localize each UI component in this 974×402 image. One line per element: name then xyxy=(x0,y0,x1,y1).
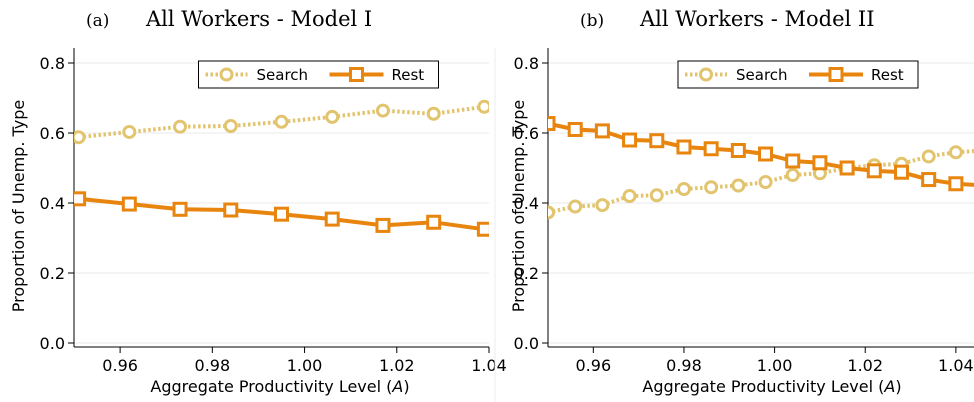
panel-a-rest-point xyxy=(223,202,239,218)
panel-a-plot: 0.0 0.2 0.4 0.6 0.8 0.96 0.98 1.00 1.02 1.04 Searc… xyxy=(40,48,507,375)
panel-a-xtick-label: 1.00 xyxy=(287,356,323,375)
panel-b-search-point xyxy=(731,178,746,193)
panel-b-search-point xyxy=(676,182,691,196)
panel-a-legend-box xyxy=(198,60,439,89)
panel-b-title: All Workers - Model II xyxy=(639,7,875,31)
panel-b-series-layer xyxy=(548,116,974,220)
panel-a-title: All Workers - Model I xyxy=(145,7,372,31)
panel-b-legend-search-swatch-marker xyxy=(699,67,713,82)
panel-a-search-point xyxy=(274,114,289,129)
panel-b-search-point xyxy=(948,145,963,160)
panel-b-rest-point xyxy=(567,122,583,137)
panel-b-ytick-label: 0.2 xyxy=(514,264,539,283)
panel-a-xtick-label: 0.98 xyxy=(195,356,231,375)
panel-b-search-point xyxy=(548,205,555,220)
panel-b-search-point xyxy=(704,180,719,195)
panel-b-xtick-label: 0.96 xyxy=(576,356,612,375)
panel-a-rest-point xyxy=(74,191,87,207)
panel-a-search-point xyxy=(325,109,340,124)
panel-b-rest-point xyxy=(548,116,556,132)
panel-b-rest-point xyxy=(703,141,719,157)
panel-a-ytick-label: 0.6 xyxy=(40,124,65,143)
panel-b-rest-point xyxy=(921,172,937,188)
panel-b-rest-point xyxy=(866,163,882,179)
panel-b-rest-point xyxy=(649,133,665,149)
panel-b-xtick-label: 1.04 xyxy=(938,356,974,375)
panel-b-rest-point xyxy=(812,155,828,171)
panel-a-rest-point xyxy=(476,221,489,237)
panel-a: (a) All Workers - Model I 0.00.20.40.60.… xyxy=(9,7,507,396)
panel-b-ylabel: Proportion of Unemp. Type xyxy=(509,100,528,313)
panel-b-ytick-label: 0.0 xyxy=(514,334,539,353)
panel-b-rest-point xyxy=(730,143,746,158)
panel-a-rest-point xyxy=(324,211,340,227)
panel-b-xlabel: Aggregate Productivity Level (A) xyxy=(642,377,901,396)
panel-b-search-point xyxy=(758,175,773,189)
panel-b-search-point xyxy=(568,199,583,214)
panel-a-legend-search-label: Search xyxy=(257,66,309,84)
panel-b-rest-point xyxy=(785,153,801,169)
panel-a-legend-rest-swatch-marker xyxy=(349,67,364,82)
panel-a-legend-search-swatch-marker xyxy=(219,67,234,82)
panel-b-search-point xyxy=(595,198,610,213)
panel-a-rest-point xyxy=(426,214,442,230)
panel-b-rest-point xyxy=(839,160,855,176)
panel-b: (b) All Workers - Model II 0.00.20.40.60… xyxy=(509,7,974,396)
panel-b-rest-point xyxy=(622,132,638,148)
panel-a-rest-point xyxy=(121,196,137,212)
panel-b-legend-rest-label: Rest xyxy=(871,66,904,84)
panel-b-tag: (b) xyxy=(580,11,604,31)
panel-b-search-point xyxy=(649,188,664,203)
panel-b-rest-point xyxy=(758,146,774,162)
panel-a-xlabel-end: ) xyxy=(403,377,409,396)
panel-b-search-point xyxy=(921,149,936,164)
panel-b-xlabel-var: A xyxy=(883,377,895,396)
panel-b-plot: 0.0 0.2 0.4 0.6 0.8 0.96 0.98 1.00 1.02 1.04 Searc… xyxy=(514,48,974,375)
panel-a-ytick-label: 0.8 xyxy=(40,54,65,73)
panel-b-ytick-label: 0.4 xyxy=(514,194,539,213)
panel-b-xtick-label: 1.02 xyxy=(847,356,883,375)
panel-a-rest-point xyxy=(375,217,391,233)
panel-a-search-point xyxy=(375,103,390,118)
panel-b-xtick-label: 0.98 xyxy=(666,356,702,375)
panel-a-search-point xyxy=(173,119,188,134)
panel-b-legend-rest-swatch-marker xyxy=(828,67,844,82)
panel-a-ylabel: Proportion of Unemp. Type xyxy=(9,100,28,313)
panel-b-xtick-label: 1.00 xyxy=(757,356,793,375)
panel-a-search-point xyxy=(74,130,86,145)
panel-a-search-point xyxy=(223,119,238,133)
panel-a-ytick-label: 0.2 xyxy=(40,264,65,283)
panel-a-legend: Search Rest xyxy=(198,60,439,89)
panel-a-xlabel-text: Aggregate Productivity Level ( xyxy=(150,377,392,396)
panel-a-search-point xyxy=(477,99,489,114)
panel-a-tag: (a) xyxy=(86,11,109,31)
panel-a-xlabel: Aggregate Productivity Level (A) xyxy=(150,377,409,396)
panel-b-xlabel-end: ) xyxy=(895,377,901,396)
panel-a-legend-rest-label: Rest xyxy=(392,66,425,84)
panel-b-legend: Search Rest xyxy=(677,60,919,89)
panel-b-rest-point xyxy=(948,176,964,192)
panel-a-xtick-label: 1.02 xyxy=(379,356,415,375)
panel-a-rest-point xyxy=(172,201,188,217)
panel-b-legend-search-label: Search xyxy=(736,66,788,84)
panel-a-ytick-label: 0.0 xyxy=(40,334,65,353)
panel-a-ytick-label: 0.4 xyxy=(40,194,65,213)
panel-b-legend-box xyxy=(677,60,919,89)
panel-a-search-point xyxy=(122,124,137,139)
panel-b-search-point xyxy=(785,168,800,182)
panel-a-xtick-label: 1.04 xyxy=(471,356,507,375)
panel-a-search-point xyxy=(426,106,441,121)
panel-b-rest-point xyxy=(594,123,610,139)
panel-a-series-layer xyxy=(74,99,489,237)
panel-b-xlabel-text: Aggregate Productivity Level ( xyxy=(642,377,884,396)
panel-b-ytick-label: 0.6 xyxy=(514,124,539,143)
panel-b-ytick-label: 0.8 xyxy=(514,54,539,73)
panel-a-xlabel-var: A xyxy=(391,377,403,396)
panel-a-rest-point xyxy=(274,206,289,222)
panel-a-xtick-label: 0.96 xyxy=(102,356,138,375)
panel-b-rest-point xyxy=(893,164,909,180)
panel-b-search-point xyxy=(622,189,637,203)
panel-b-rest-point xyxy=(676,139,692,155)
